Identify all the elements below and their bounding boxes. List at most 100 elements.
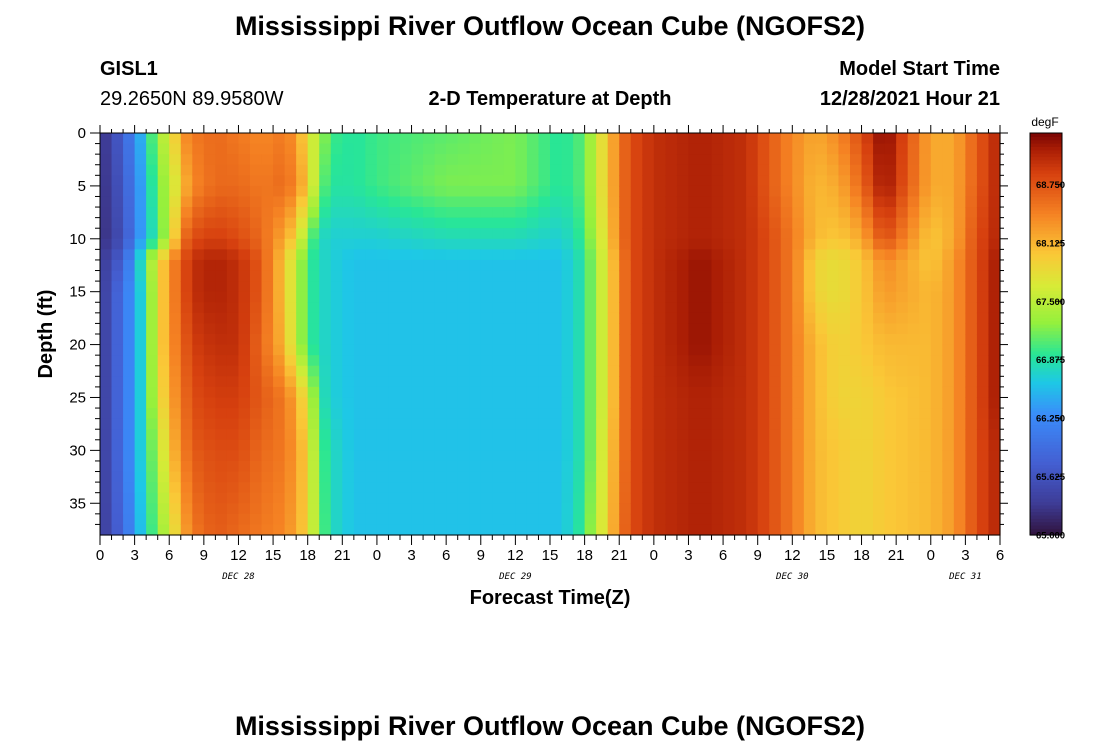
heatmap-cell — [203, 524, 216, 536]
heatmap-cell — [492, 291, 505, 303]
heatmap-cell — [376, 397, 390, 409]
heatmap-cell — [965, 154, 978, 166]
heatmap-cell — [492, 460, 505, 473]
heatmap-cell — [538, 460, 551, 473]
heatmap-cell — [596, 302, 609, 314]
heatmap-cell — [307, 175, 320, 187]
heatmap-cell — [838, 175, 851, 187]
heatmap-cell — [134, 238, 147, 250]
heatmap-cell — [261, 238, 274, 250]
heatmap-cell — [896, 524, 909, 536]
heatmap-cell — [792, 312, 805, 325]
heatmap-cell — [688, 323, 701, 335]
heatmap-cell — [561, 418, 574, 430]
heatmap-cell — [100, 164, 113, 176]
heatmap-cell — [550, 355, 563, 367]
heatmap-cell — [480, 164, 493, 176]
heatmap-cell — [803, 513, 816, 526]
colorbar-swatch — [1030, 236, 1062, 241]
heatmap-cell — [192, 228, 205, 240]
heatmap-cell — [607, 196, 620, 208]
heatmap-cell — [723, 439, 736, 451]
heatmap-cell — [896, 503, 909, 515]
heatmap-cell — [400, 175, 413, 187]
x-tick-label: 9 — [477, 547, 485, 564]
heatmap-cell — [700, 249, 713, 261]
colorbar-frame — [1029, 132, 1063, 536]
heatmap-cell — [526, 334, 540, 346]
heatmap-cell — [388, 429, 401, 441]
heatmap-cell — [515, 133, 528, 145]
heatmap-cell — [296, 334, 309, 346]
heatmap-cell — [446, 397, 459, 409]
heatmap-cell — [757, 482, 770, 494]
y-tick-label: 15 — [69, 284, 86, 301]
heatmap-cell — [769, 207, 782, 219]
heatmap-cell — [400, 482, 413, 494]
heatmap-cell — [342, 386, 355, 399]
heatmap-cell — [746, 133, 759, 145]
heatmap-cell — [250, 376, 263, 388]
heatmap-cell — [550, 365, 563, 377]
heatmap-cell — [711, 492, 724, 504]
heatmap-cell — [226, 164, 240, 176]
heatmap-cell — [573, 323, 586, 335]
heatmap-cell — [561, 312, 574, 325]
heatmap-cell — [480, 408, 493, 420]
heatmap-cell — [411, 323, 424, 335]
heatmap-cell — [330, 228, 343, 240]
heatmap-cell — [469, 503, 482, 515]
heatmap-cell — [111, 175, 124, 187]
heatmap-cell — [388, 133, 401, 145]
heatmap-cell — [365, 302, 378, 314]
heatmap-cell — [376, 164, 390, 176]
heatmap-cell — [711, 270, 724, 282]
heatmap-cell — [653, 185, 666, 198]
heatmap-cell — [469, 460, 482, 473]
heatmap-cell — [930, 281, 943, 293]
heatmap-cell — [573, 386, 586, 399]
heatmap-cell — [215, 217, 228, 229]
heatmap-cell — [330, 513, 343, 526]
heatmap-cell — [757, 270, 770, 282]
heatmap-cell — [988, 238, 1001, 250]
heatmap-cell — [838, 513, 851, 526]
heatmap-cell — [976, 312, 990, 325]
heatmap-cell — [261, 429, 274, 441]
heatmap-cell — [492, 365, 505, 377]
heatmap-cell — [192, 291, 205, 303]
heatmap-cell — [769, 376, 782, 388]
heatmap-cell — [942, 429, 955, 441]
heatmap-cell — [157, 302, 170, 314]
heatmap-cell — [942, 513, 955, 526]
heatmap-cell — [146, 450, 159, 462]
heatmap-cell — [215, 196, 228, 208]
heatmap-cell — [850, 164, 863, 176]
heatmap-cell — [203, 365, 216, 377]
heatmap-cell — [573, 460, 586, 473]
heatmap-cell — [711, 312, 724, 325]
heatmap-cell — [503, 185, 516, 198]
heatmap-cell — [353, 270, 366, 282]
heatmap-cell — [342, 492, 355, 504]
colorbar-swatch — [1030, 411, 1062, 415]
heatmap-cell — [907, 386, 920, 399]
heatmap-cell — [630, 418, 643, 430]
heatmap-cell — [180, 439, 193, 451]
heatmap-cell — [584, 450, 597, 462]
heatmap-cell — [296, 228, 309, 240]
heatmap-cell — [665, 154, 678, 166]
heatmap-cell — [307, 228, 320, 240]
heatmap-cell — [803, 429, 816, 441]
heatmap-cell — [423, 365, 436, 377]
heatmap-cell — [757, 302, 770, 314]
heatmap-cell — [942, 175, 955, 187]
heatmap-cell — [261, 386, 274, 399]
heatmap-cell — [157, 503, 170, 515]
heatmap-cell — [388, 408, 401, 420]
heatmap-cell — [261, 302, 274, 314]
heatmap-cell — [561, 185, 574, 198]
heatmap-cell — [434, 133, 447, 145]
heatmap-cell — [688, 207, 701, 219]
colorbar-swatch — [1030, 317, 1062, 322]
